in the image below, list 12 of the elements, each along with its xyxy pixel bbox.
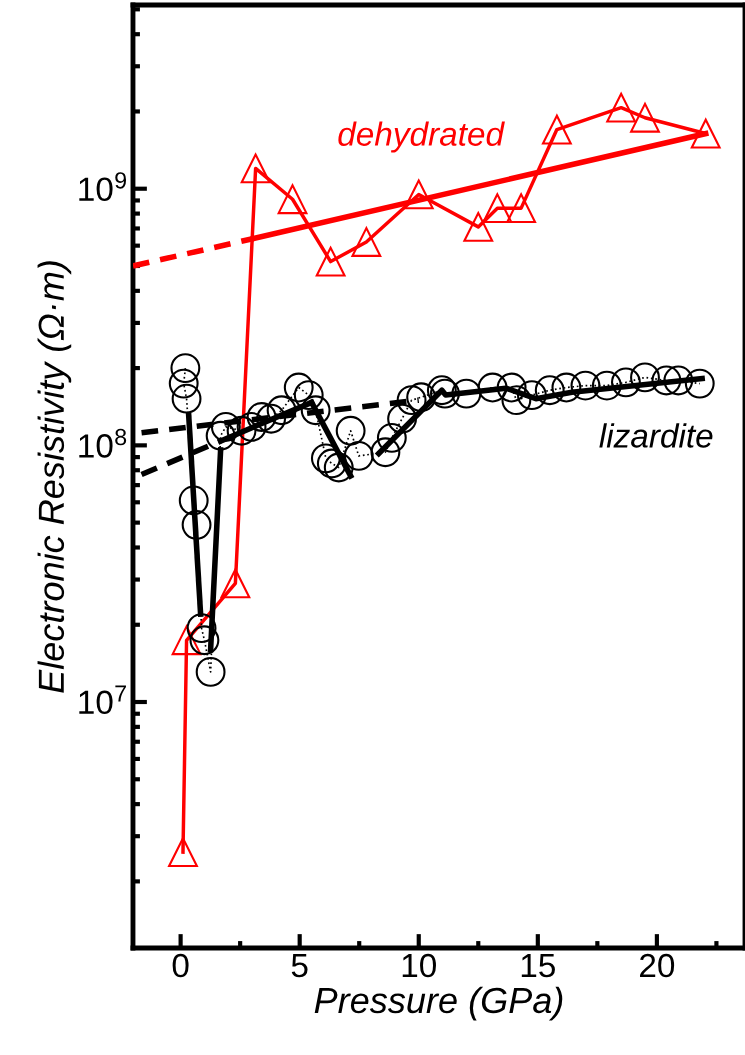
y-tick-label: 10$^{7}$ bbox=[79, 685, 126, 715]
x-tick-label: 0 bbox=[172, 953, 189, 978]
series-label: lizardite bbox=[599, 423, 713, 448]
y-tick-label: 10$^{8}$ bbox=[79, 428, 127, 458]
x-tick-label: 20 bbox=[640, 953, 675, 978]
y-tick-label: 10$^{9}$ bbox=[79, 172, 127, 202]
series-label: dehydrated bbox=[338, 121, 505, 153]
x-tick-label: 15 bbox=[521, 954, 555, 978]
x-tick-label: 5 bbox=[291, 954, 308, 978]
x-axis-title: Pressure (GPa) bbox=[314, 986, 563, 1021]
x-tick-label: 10 bbox=[402, 953, 436, 978]
y-axis-title: Electronic Resistivity (Ω·m) bbox=[37, 261, 72, 693]
